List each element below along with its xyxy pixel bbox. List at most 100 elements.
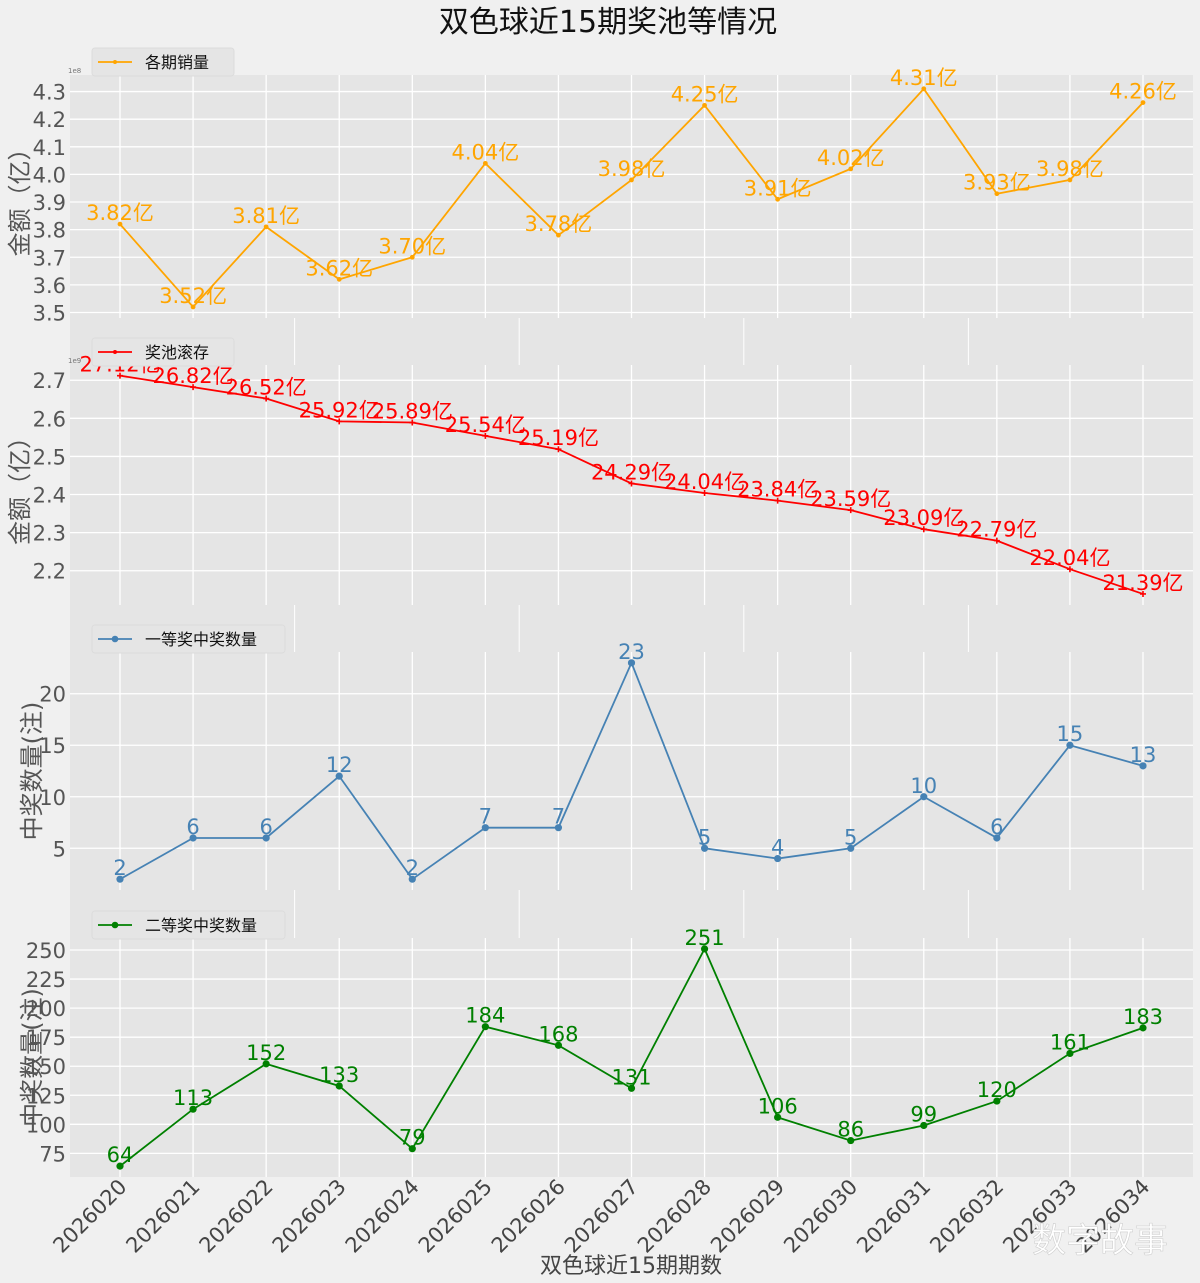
background-axes — [70, 318, 1193, 365]
y-tick-label: 3.7 — [33, 246, 66, 270]
data-label: 25.54亿 — [445, 413, 526, 437]
data-label: 21.39亿 — [1102, 571, 1183, 595]
y-tick-label: 2.5 — [33, 445, 66, 469]
legend-label: 二等奖中奖数量 — [145, 916, 257, 935]
data-label: 3.93亿 — [963, 171, 1031, 195]
data-label: 2 — [113, 856, 126, 880]
x-tick-label: 2026021 — [121, 1175, 204, 1258]
data-label: 26.52亿 — [226, 376, 307, 400]
x-tick-label: 2026022 — [195, 1175, 278, 1258]
y-tick-label: 125 — [26, 1084, 66, 1108]
data-point — [336, 276, 342, 282]
data-point — [920, 793, 928, 801]
data-point — [847, 1136, 855, 1145]
data-label: 131 — [611, 1065, 651, 1089]
data-point — [190, 384, 197, 391]
data-point — [408, 1145, 416, 1153]
legend-label: 一等奖中奖数量 — [145, 630, 257, 649]
data-label: 2 — [406, 856, 419, 880]
panel-second: 75 100 125 150 175 200 225 250 中奖数量(注) 64 113 152 13… — [18, 890, 1193, 1177]
data-label: 152 — [246, 1041, 286, 1065]
y-tick-label: 150 — [26, 1055, 66, 1079]
y-axis-label: 金额（亿） — [6, 425, 34, 545]
data-point — [994, 191, 1000, 197]
data-label: 7 — [552, 805, 565, 829]
y-axis-label: 中奖数量(注) — [18, 988, 46, 1127]
data-point — [700, 945, 709, 953]
x-tick-label: 2026020 — [48, 1175, 131, 1258]
y-tick-label: 3.5 — [33, 301, 66, 325]
data-point — [920, 1121, 928, 1130]
data-label: 23.84亿 — [737, 478, 818, 502]
data-point — [481, 1023, 489, 1031]
offset-text: 1e9 — [68, 357, 81, 365]
x-tick-label: 2026024 — [341, 1175, 424, 1258]
data-label: 24.04亿 — [664, 470, 745, 494]
data-point — [993, 537, 1000, 544]
data-label: 183 — [1123, 1005, 1163, 1029]
data-label: 3.82亿 — [86, 201, 154, 225]
y-tick-label: 2.3 — [33, 522, 66, 546]
y-tick-label: 4.2 — [33, 108, 66, 132]
y-tick-label: 10 — [39, 786, 66, 810]
data-point — [554, 824, 563, 832]
data-label: 64 — [107, 1143, 134, 1167]
data-point — [263, 395, 270, 402]
data-label: 4.31亿 — [890, 66, 958, 90]
y-tick-label: 4.3 — [33, 81, 66, 105]
data-label: 13 — [1130, 743, 1157, 767]
x-tick-label: 2026031 — [852, 1175, 935, 1258]
y-tick-label: 75 — [39, 1142, 66, 1166]
y-tick-label: 2.2 — [33, 560, 66, 584]
data-label: 3.78亿 — [525, 212, 593, 236]
data-label: 5 — [698, 825, 711, 849]
y-tick-label: 4.1 — [33, 136, 66, 160]
data-label: 6 — [186, 815, 199, 839]
data-point — [627, 1084, 636, 1092]
data-label: 4.25亿 — [671, 82, 739, 106]
data-point — [775, 196, 781, 202]
data-label: 4.26亿 — [1109, 80, 1177, 104]
x-tick-label: 2026032 — [925, 1175, 1008, 1258]
data-label: 22.04亿 — [1029, 546, 1110, 570]
data-point — [482, 432, 489, 439]
data-label: 3.91亿 — [744, 176, 812, 200]
legend-marker — [111, 635, 119, 643]
x-axis-label: 双色球近15期期数 — [540, 1254, 722, 1279]
data-point — [1067, 177, 1073, 183]
offset-text: 1e8 — [68, 67, 81, 75]
data-point — [629, 177, 634, 183]
data-point — [1066, 1049, 1074, 1058]
data-point — [628, 480, 635, 487]
legend-box — [91, 337, 235, 367]
data-point — [701, 490, 708, 496]
x-tick-label: 2026025 — [414, 1175, 497, 1258]
data-point — [920, 526, 927, 533]
data-label: 86 — [837, 1118, 864, 1142]
data-label: 3.62亿 — [305, 256, 373, 280]
data-label: 6 — [259, 815, 272, 839]
data-label: 23.59亿 — [810, 487, 891, 511]
y-tick-label: 20 — [39, 683, 66, 707]
data-point — [921, 86, 927, 92]
data-point — [627, 659, 636, 667]
y-tick-label: 200 — [26, 997, 66, 1021]
data-label: 3.70亿 — [378, 234, 446, 258]
data-label: 23 — [618, 640, 645, 664]
data-label: 4.04亿 — [451, 140, 519, 164]
data-point — [1139, 1024, 1147, 1032]
data-label: 3.98亿 — [1036, 157, 1104, 181]
data-point — [262, 1060, 270, 1068]
data-point — [336, 418, 343, 425]
data-label: 25.19亿 — [518, 426, 599, 450]
legend-box — [91, 47, 235, 77]
watermark: 数字故事 — [1032, 1221, 1168, 1261]
data-point — [409, 419, 416, 426]
data-point — [408, 875, 416, 883]
data-point — [481, 824, 489, 832]
data-point — [482, 160, 488, 166]
x-tick-label: 2026026 — [487, 1175, 570, 1258]
data-label: 161 — [1050, 1030, 1090, 1054]
data-label: 12 — [326, 753, 353, 777]
data-point — [190, 304, 196, 310]
